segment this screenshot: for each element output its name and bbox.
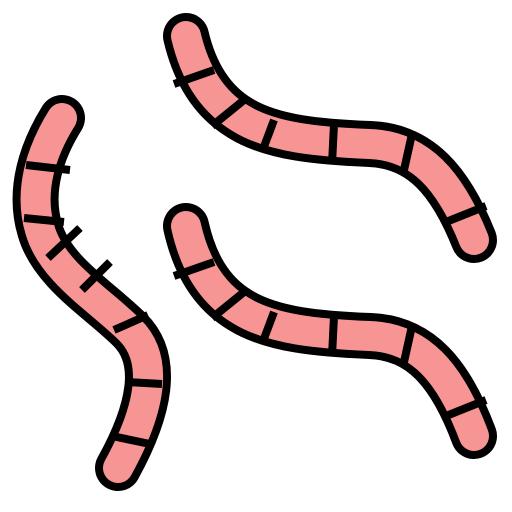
worm-top-right [163,13,497,263]
worm-bottom-right [163,203,497,459]
worm-top-right-segments [172,66,488,226]
worm-left [12,95,171,491]
worm-left-segments [23,161,163,448]
worm-bottom-right-segments [172,258,488,420]
